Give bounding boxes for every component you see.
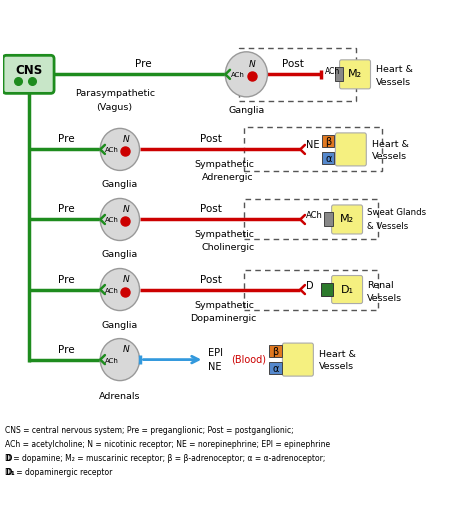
- Bar: [244, 270, 378, 310]
- Text: Sympathetic: Sympathetic: [195, 300, 255, 309]
- Text: CNS = central nervous system; Pre = preganglionic; Post = postganglionic;: CNS = central nervous system; Pre = preg…: [5, 425, 294, 434]
- Text: Pre: Pre: [135, 59, 152, 69]
- Text: Renal: Renal: [367, 280, 394, 289]
- Text: Post: Post: [201, 134, 222, 144]
- Text: ACh: ACh: [105, 217, 118, 223]
- Circle shape: [100, 339, 139, 381]
- Circle shape: [225, 53, 267, 97]
- Text: D: D: [5, 453, 11, 462]
- Text: ACh: ACh: [325, 67, 340, 76]
- Text: Heart &: Heart &: [376, 65, 413, 74]
- Text: M₂: M₂: [340, 214, 354, 224]
- Bar: [244, 200, 378, 240]
- Text: Ganglia: Ganglia: [102, 250, 138, 259]
- Text: Pre: Pre: [58, 344, 74, 354]
- Text: Cholinergic: Cholinergic: [202, 243, 255, 252]
- Text: Adrenergic: Adrenergic: [202, 173, 254, 182]
- Text: N: N: [123, 275, 129, 283]
- Text: Post: Post: [201, 274, 222, 284]
- Text: & Vessels: & Vessels: [367, 222, 409, 230]
- Text: D₁: D₁: [5, 467, 15, 476]
- Circle shape: [100, 129, 139, 171]
- Text: D: D: [306, 280, 314, 290]
- Bar: [244, 128, 382, 172]
- Text: Sympathetic: Sympathetic: [195, 230, 255, 239]
- Text: Pre: Pre: [58, 274, 74, 284]
- Bar: [239, 49, 356, 102]
- Text: α: α: [272, 364, 279, 373]
- Text: Ganglia: Ganglia: [102, 180, 138, 189]
- Text: Heart &: Heart &: [372, 139, 409, 148]
- Text: Parasympathetic: Parasympathetic: [75, 89, 155, 98]
- Text: Vessels: Vessels: [376, 78, 411, 87]
- Text: D = dopamine; M₂ = muscarinic receptor; β = β-adrenoceptor; α = α-adrenoceptor;: D = dopamine; M₂ = muscarinic receptor; …: [5, 453, 326, 462]
- Bar: [269, 362, 282, 375]
- Bar: [335, 68, 343, 82]
- FancyBboxPatch shape: [332, 276, 363, 304]
- Text: (Blood): (Blood): [231, 354, 266, 364]
- Text: ACh: ACh: [105, 357, 118, 363]
- Bar: [321, 283, 334, 296]
- Text: Vessels: Vessels: [319, 362, 354, 370]
- FancyBboxPatch shape: [336, 134, 366, 167]
- Text: Pre: Pre: [58, 134, 74, 144]
- Text: ACh: ACh: [105, 147, 118, 153]
- Text: NE: NE: [208, 361, 221, 371]
- Text: NE: NE: [306, 140, 320, 150]
- Text: Sweat Glands: Sweat Glands: [367, 208, 426, 217]
- Text: Vessels: Vessels: [367, 293, 402, 302]
- Text: α: α: [325, 154, 331, 164]
- Text: M₂: M₂: [348, 69, 362, 79]
- FancyBboxPatch shape: [3, 56, 54, 94]
- Text: Ganglia: Ganglia: [228, 106, 264, 115]
- Text: Dopaminergic: Dopaminergic: [190, 313, 256, 322]
- Text: β: β: [272, 346, 279, 357]
- Text: N: N: [249, 60, 256, 69]
- Text: Heart &: Heart &: [319, 349, 356, 359]
- Text: D₁: D₁: [341, 284, 354, 294]
- Bar: [322, 135, 335, 148]
- Text: ACh = acetylcholine; N = nicotinic receptor; NE = norepinephrine; EPI = epinephr: ACh = acetylcholine; N = nicotinic recep…: [5, 439, 330, 448]
- Bar: [322, 153, 335, 165]
- Circle shape: [100, 199, 139, 241]
- Text: (Vagus): (Vagus): [97, 103, 133, 112]
- Text: N: N: [123, 205, 129, 214]
- Circle shape: [100, 269, 139, 311]
- Text: ACh: ACh: [306, 211, 323, 220]
- Text: Post: Post: [282, 59, 303, 69]
- Text: Pre: Pre: [58, 204, 74, 214]
- Bar: [324, 213, 333, 227]
- FancyBboxPatch shape: [283, 343, 313, 376]
- Text: Post: Post: [201, 204, 222, 214]
- Text: CNS: CNS: [15, 64, 42, 77]
- Text: β: β: [325, 137, 331, 146]
- FancyBboxPatch shape: [332, 206, 363, 234]
- Bar: [269, 345, 282, 358]
- Text: Sympathetic: Sympathetic: [195, 160, 255, 169]
- Text: EPI: EPI: [208, 347, 223, 358]
- FancyBboxPatch shape: [339, 61, 371, 90]
- Text: N: N: [123, 135, 129, 143]
- Text: Adrenals: Adrenals: [99, 391, 141, 400]
- Text: D₁ = dopaminergic receptor: D₁ = dopaminergic receptor: [5, 467, 112, 476]
- Text: N: N: [123, 344, 129, 354]
- Text: ACh: ACh: [105, 287, 118, 293]
- Text: Ganglia: Ganglia: [102, 320, 138, 329]
- Text: Vessels: Vessels: [372, 152, 407, 161]
- Text: ACh: ACh: [231, 72, 245, 78]
